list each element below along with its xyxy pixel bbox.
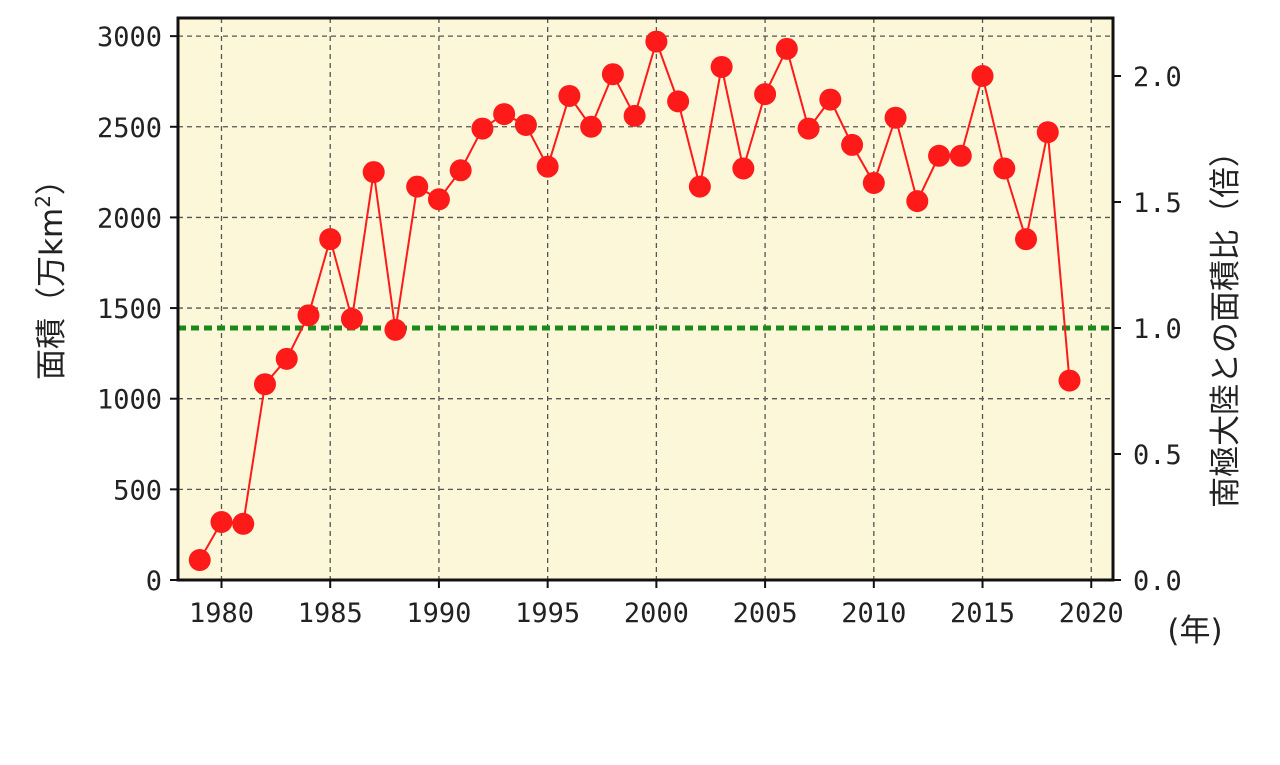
data-point [340, 307, 363, 330]
y-axis-right-title: 南極大陸との面積比（倍） [1208, 136, 1244, 508]
data-point [754, 83, 777, 106]
data-point [884, 106, 907, 129]
data-point [601, 63, 624, 86]
data-point [449, 159, 472, 182]
data-point [623, 104, 646, 127]
data-point [471, 117, 494, 140]
data-point [536, 155, 559, 178]
x-axis-title: (年) [1167, 613, 1222, 649]
y-tick-label-right: 0.5 [1133, 440, 1182, 471]
data-point [253, 373, 276, 396]
y-tick-label-left: 0 [146, 566, 162, 597]
data-point [384, 318, 407, 341]
data-point [667, 90, 690, 113]
data-point [819, 88, 842, 111]
data-points [188, 30, 1081, 572]
plot-background [178, 18, 1113, 580]
data-point [558, 84, 581, 107]
data-point [493, 103, 516, 126]
data-point [210, 510, 233, 533]
data-point [1015, 228, 1038, 251]
data-point [949, 144, 972, 167]
y-tick-label-left: 1000 [97, 385, 162, 416]
data-point [710, 55, 733, 78]
data-point [427, 188, 450, 211]
data-point [514, 113, 537, 136]
plot-frame [176, 16, 1115, 582]
x-tick-label: 1990 [406, 598, 471, 629]
y-tick-label-right: 1.5 [1133, 188, 1182, 219]
data-point [993, 157, 1016, 180]
x-tick-label: 1985 [298, 598, 363, 629]
y-tick-label-right: 1.0 [1133, 314, 1182, 345]
data-point [775, 37, 798, 60]
x-tick-label: 2020 [1059, 598, 1124, 629]
y-tick-label-left: 2500 [97, 113, 162, 144]
y-axis-left-title: 面積（万km2） [31, 164, 70, 380]
data-point [688, 175, 711, 198]
grid [178, 18, 1113, 580]
y-tick-label-right: 2.0 [1133, 62, 1182, 93]
data-point [297, 304, 320, 327]
data-point [906, 190, 929, 213]
data-point [841, 133, 864, 156]
data-point [732, 157, 755, 180]
x-tick-label: 1980 [189, 598, 254, 629]
data-point [797, 117, 820, 140]
y-tick-label-left: 3000 [97, 22, 162, 53]
data-point [275, 347, 298, 370]
data-point [319, 228, 342, 251]
data-point [645, 30, 668, 53]
data-point [1058, 369, 1081, 392]
ticks [170, 35, 1121, 588]
x-tick-label: 2010 [841, 598, 906, 629]
x-tick-label: 2000 [624, 598, 689, 629]
data-point [188, 549, 211, 572]
x-tick-label: 1995 [515, 598, 580, 629]
data-point [928, 144, 951, 167]
data-point [580, 115, 603, 138]
x-tick-label: 2005 [733, 598, 798, 629]
data-point [362, 161, 385, 184]
y-tick-label-left: 500 [113, 475, 162, 506]
data-point [971, 65, 994, 88]
y-tick-label-left: 1500 [97, 294, 162, 325]
data-point [1036, 121, 1059, 144]
y-tick-label-left: 2000 [97, 203, 162, 234]
y-tick-label-right: 0.0 [1133, 566, 1182, 597]
x-tick-label: 2015 [950, 598, 1015, 629]
data-point [862, 171, 885, 194]
data-point [406, 175, 429, 198]
data-point [232, 512, 255, 535]
tick-labels: 1980 1985 1990 1995 2000 2005 2010 2015 2020 0 500… [97, 22, 1182, 629]
